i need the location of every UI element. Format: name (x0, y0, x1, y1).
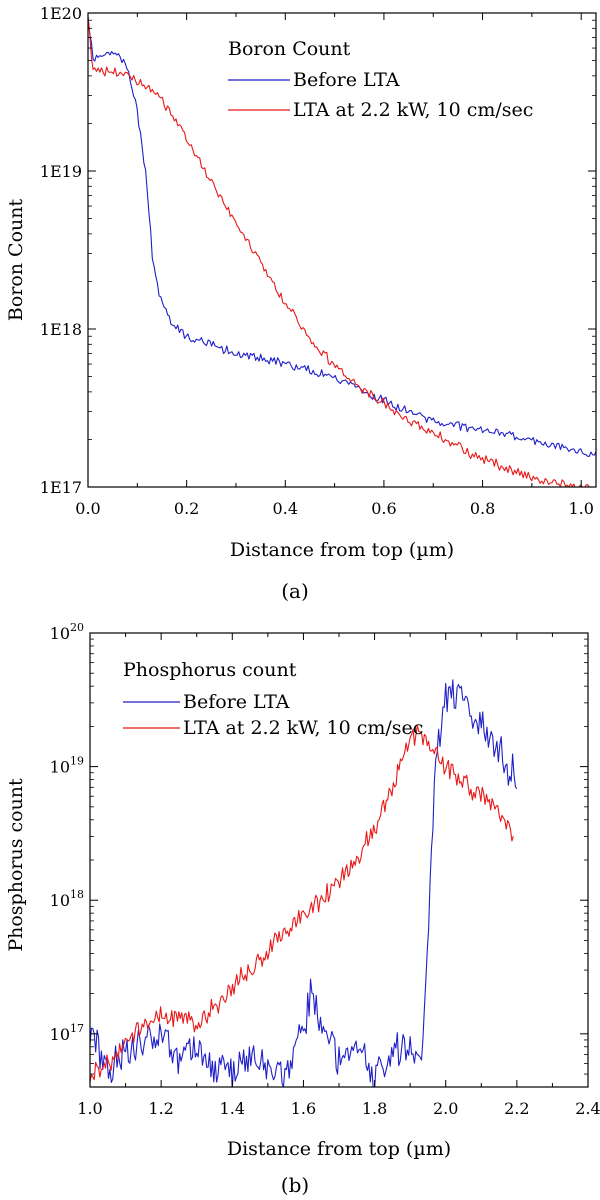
chart-b-line-before-lta (90, 679, 518, 1087)
chart-a-xtick-label: 0.4 (273, 499, 298, 518)
chart-b-xtick-label: 1.8 (362, 1099, 387, 1118)
chart-a-line-before-lta (88, 16, 596, 457)
chart-a-legend-title: Boron Count (228, 38, 351, 60)
chart-a-xtick-label: 0.6 (371, 499, 396, 518)
chart-a-ytick-label: 1E17 (40, 478, 82, 497)
chart-a-legend-label-before: Before LTA (293, 69, 400, 91)
chart-b-legend-label-before: Before LTA (183, 691, 290, 713)
chart-a-ytick-label: 1E20 (40, 4, 82, 23)
chart-a-xtick-label: 0.8 (470, 499, 495, 518)
chart-a-ytick-label: 1E18 (40, 320, 82, 339)
chart-a-ylabel: Boron Count (5, 198, 27, 321)
chart-b: 1.0 1.2 1.4 1.6 1.8 2.0 2.2 2.4 1017 1018 1019 1020… (5, 621, 600, 1197)
chart-b-xtick-label: 1.6 (291, 1099, 316, 1118)
chart-b-ylabel: Phosphorus count (5, 778, 27, 952)
chart-b-ytick-label: 1020 (50, 621, 84, 643)
chart-a: 0.0 0.2 0.4 0.6 0.8 1.0 1E17 1E18 1E19 1E20 Dista… (5, 4, 597, 603)
chart-a-legend: Boron Count Before LTA LTA at 2.2 kW, 10… (228, 38, 533, 121)
chart-b-xtick-label: 2.4 (575, 1099, 600, 1118)
chart-b-xtick-label: 2.2 (504, 1099, 529, 1118)
chart-b-caption: (b) (281, 1173, 309, 1197)
chart-b-xtick-label: 2.0 (433, 1099, 458, 1118)
chart-b-series-layer (90, 679, 518, 1087)
chart-a-xlabel: Distance from top (µm) (230, 539, 454, 561)
chart-a-legend-label-lta: LTA at 2.2 kW, 10 cm/sec (293, 99, 533, 121)
chart-a-ytick-label: 1E19 (40, 162, 82, 181)
chart-b-xlabel: Distance from top (µm) (227, 1138, 451, 1160)
chart-a-xtick-label: 0.0 (75, 499, 100, 518)
chart-b-ytick-label: 1018 (50, 888, 84, 910)
chart-b-xtick-label: 1.0 (77, 1099, 102, 1118)
chart-b-xtick-label: 1.4 (220, 1099, 245, 1118)
chart-b-legend-title: Phosphorus count (123, 659, 297, 681)
chart-a-line-lta (88, 16, 591, 487)
chart-a-xtick-label: 1.0 (568, 499, 593, 518)
chart-a-caption: (a) (281, 579, 309, 603)
chart-b-ticks: 1.0 1.2 1.4 1.6 1.8 2.0 2.2 2.4 1017 1018 1019 1020 (50, 621, 600, 1118)
chart-a-ticks: 0.0 0.2 0.4 0.6 0.8 1.0 1E17 1E18 1E19 1E20 (40, 4, 596, 518)
chart-b-legend-label-lta: LTA at 2.2 kW, 10 cm/sec (183, 717, 423, 739)
chart-a-frame (87, 12, 597, 488)
chart-a-xtick-label: 0.2 (174, 499, 199, 518)
chart-b-xtick-label: 1.2 (148, 1099, 173, 1118)
chart-b-ytick-label: 1019 (50, 755, 84, 777)
chart-b-line-lta (90, 725, 514, 1083)
chart-a-series-layer (88, 16, 596, 487)
chart-b-ytick-label: 1017 (50, 1022, 84, 1044)
chart-b-legend: Phosphorus count Before LTA LTA at 2.2 k… (123, 659, 423, 739)
